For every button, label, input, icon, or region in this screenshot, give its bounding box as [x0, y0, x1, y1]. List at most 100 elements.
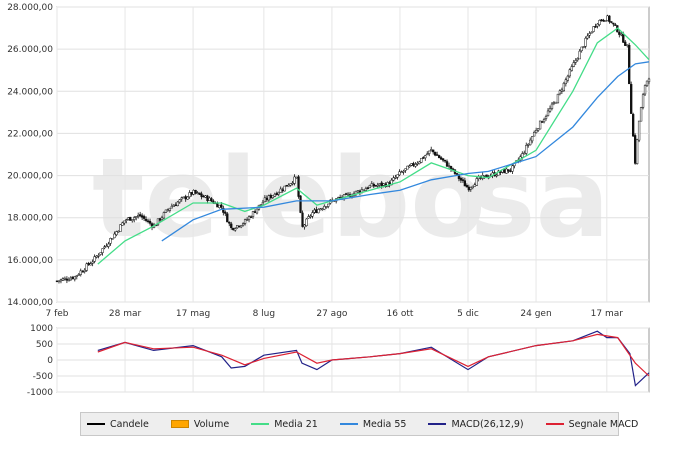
candle: [590, 31, 593, 34]
candle: [461, 177, 465, 183]
candle: [129, 216, 132, 221]
candle: [641, 92, 645, 110]
candle: [445, 159, 449, 167]
watermark-text-suffix: sa: [470, 134, 610, 262]
candle: [168, 207, 172, 213]
candle: [550, 101, 554, 111]
x-tick-label: 28 mar: [109, 309, 142, 319]
candle: [552, 101, 556, 106]
candle: [507, 169, 510, 174]
candle: [560, 87, 564, 95]
candle: [626, 44, 629, 48]
candle: [164, 209, 168, 213]
ma21-line: [97, 27, 650, 265]
candle: [311, 210, 314, 219]
candle: [624, 40, 627, 46]
legend-swatch: [170, 420, 189, 428]
candle: [525, 142, 528, 156]
candle: [93, 254, 96, 264]
legend-swatch: [339, 423, 358, 425]
candle: [228, 221, 231, 227]
candle: [148, 218, 152, 226]
y-tick-label: 500: [36, 340, 53, 350]
candle: [156, 218, 160, 227]
candle: [305, 218, 308, 227]
legend-item: MACD(26,12,9): [428, 419, 524, 430]
candle: [542, 117, 546, 124]
candle: [243, 218, 247, 226]
candle: [643, 84, 647, 97]
candle: [249, 215, 253, 218]
candle: [546, 108, 550, 117]
candle: [582, 46, 585, 49]
candle: [73, 275, 76, 282]
candle: [107, 241, 110, 249]
candle: [630, 81, 633, 114]
candle: [210, 197, 213, 202]
candle: [529, 137, 532, 146]
candle: [192, 189, 195, 196]
candle: [558, 89, 562, 96]
candle: [125, 218, 128, 224]
candle: [368, 184, 371, 189]
candle: [103, 245, 106, 250]
candle: [534, 127, 538, 134]
candle: [121, 221, 124, 226]
y-tick-label: 16.000,00: [7, 256, 53, 266]
candle: [437, 154, 441, 159]
candle: [186, 196, 189, 200]
candle: [293, 174, 296, 186]
candle: [428, 150, 431, 157]
candle: [113, 231, 116, 239]
candle: [402, 169, 405, 175]
candle: [131, 219, 134, 223]
candle: [162, 211, 166, 220]
candle: [592, 26, 595, 33]
candle: [67, 277, 71, 282]
candle: [111, 238, 114, 240]
candle: [598, 19, 601, 27]
candle: [556, 93, 560, 104]
candle: [463, 177, 467, 187]
candle: [394, 174, 397, 180]
candle: [261, 200, 265, 205]
candle: [580, 46, 583, 53]
candle: [414, 162, 417, 168]
candle: [562, 81, 566, 92]
candle: [95, 255, 98, 259]
candle: [142, 214, 146, 222]
candle: [645, 80, 649, 87]
candle: [612, 22, 615, 27]
candle: [325, 206, 328, 209]
candle: [635, 138, 639, 165]
candle: [531, 135, 534, 144]
candle: [568, 68, 571, 79]
legend-item: Segnale MACD: [545, 419, 638, 430]
candle: [398, 169, 401, 177]
candle: [435, 151, 439, 156]
candle: [600, 19, 603, 22]
candle: [224, 210, 227, 217]
candle: [180, 196, 183, 202]
candle: [503, 169, 506, 174]
candle: [133, 215, 136, 223]
candle: [81, 269, 84, 273]
y-tick-label: 24.000,00: [7, 87, 53, 97]
legend-swatch: [87, 423, 105, 425]
candle: [77, 273, 80, 276]
candle: [408, 164, 411, 168]
candle: [386, 181, 389, 188]
candle: [610, 21, 613, 24]
candle: [404, 168, 407, 173]
candle: [255, 208, 259, 215]
candle: [362, 189, 366, 192]
candle: [554, 101, 558, 104]
candle: [536, 128, 540, 133]
legend-swatch: [545, 423, 564, 425]
candle: [226, 211, 229, 223]
legend-item: Candele: [87, 419, 149, 430]
x-tick-label: 27 ago: [316, 309, 348, 319]
candle: [59, 278, 63, 284]
candle: [178, 199, 181, 204]
candle: [443, 159, 447, 163]
